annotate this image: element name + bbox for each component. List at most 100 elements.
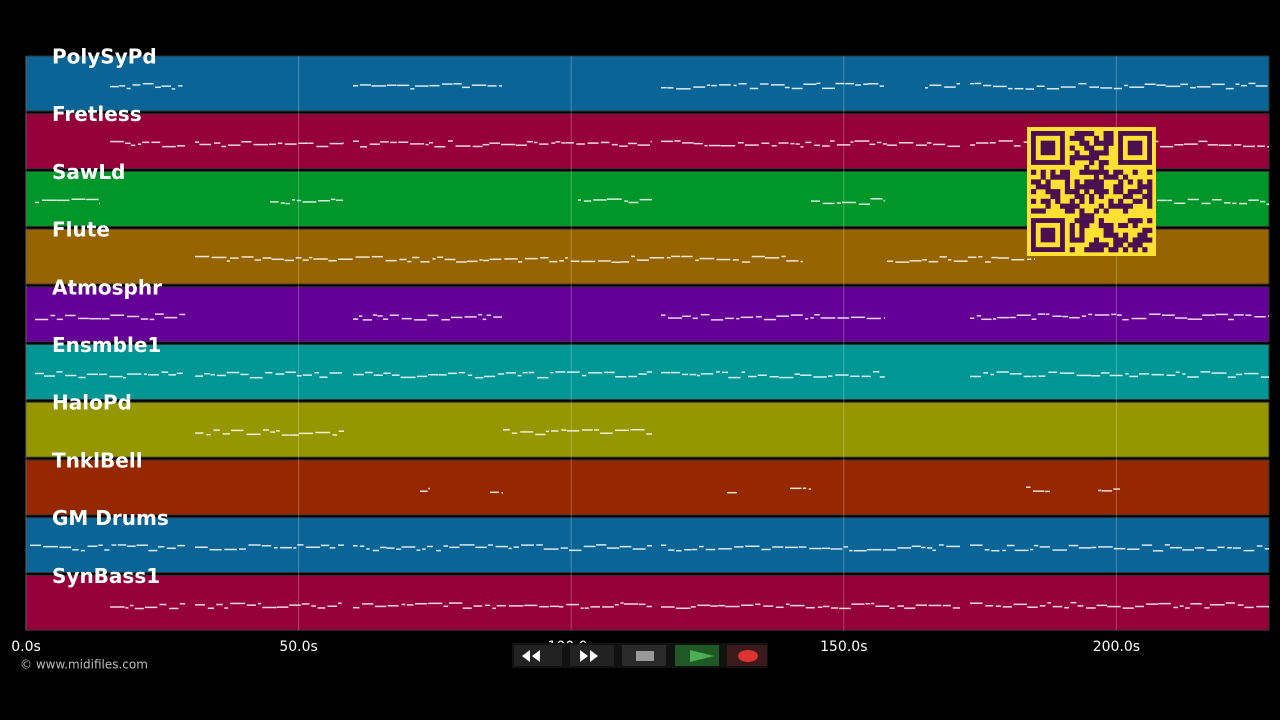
qr-module xyxy=(1084,213,1090,219)
qr-module xyxy=(1132,242,1138,248)
qr-module xyxy=(1035,179,1041,185)
qr-module xyxy=(1045,184,1051,190)
qr-module xyxy=(1108,174,1114,180)
qr-module xyxy=(1103,135,1109,141)
qr-module xyxy=(1089,198,1095,204)
qr-module xyxy=(1142,247,1148,253)
track-name: Flute xyxy=(52,218,110,242)
qr-module xyxy=(1069,203,1075,209)
qr-module xyxy=(1098,189,1104,195)
qr-module xyxy=(1031,189,1037,195)
qr-module xyxy=(1093,174,1100,180)
qr-module xyxy=(1103,131,1109,137)
qr-module xyxy=(1040,184,1046,190)
qr-module xyxy=(1147,189,1153,195)
qr-module xyxy=(1118,198,1124,204)
qr-module xyxy=(1069,155,1075,161)
qr-module xyxy=(1045,189,1051,195)
qr-module xyxy=(1089,131,1095,137)
qr-module xyxy=(1093,208,1100,214)
qr-module xyxy=(1108,247,1114,253)
qr-module xyxy=(1113,174,1119,180)
play-button[interactable] xyxy=(675,645,719,666)
qr-module xyxy=(1079,131,1085,137)
qr-module xyxy=(1122,247,1129,253)
qr-module xyxy=(1074,179,1080,185)
qr-module xyxy=(1093,135,1100,141)
qr-module xyxy=(1074,150,1080,156)
qr-module xyxy=(1103,208,1109,214)
qr-module xyxy=(1103,222,1109,229)
qr-module xyxy=(1098,140,1104,146)
qr-module xyxy=(1103,189,1109,195)
qr-module xyxy=(1122,208,1129,214)
qr-module xyxy=(1147,203,1153,209)
qr-module xyxy=(1031,169,1037,175)
qr-module xyxy=(1074,135,1080,141)
qr-module xyxy=(1098,169,1104,175)
qr-module xyxy=(1127,218,1133,224)
qr-module xyxy=(1089,247,1095,253)
qr-module xyxy=(1079,198,1085,204)
qr-module xyxy=(1103,160,1109,166)
qr-module xyxy=(1084,222,1090,229)
qr-module xyxy=(1113,232,1119,238)
qr-module xyxy=(1118,169,1124,175)
qr-module xyxy=(1108,232,1114,238)
qr-module xyxy=(1103,140,1109,146)
qr-module xyxy=(1098,222,1104,229)
qr-module xyxy=(1108,227,1114,233)
qr-module xyxy=(1147,218,1153,224)
qr-module xyxy=(1064,184,1071,190)
qr-module xyxy=(1147,184,1153,190)
qr-module xyxy=(1147,193,1153,200)
forward-button[interactable] xyxy=(570,645,614,666)
qr-module xyxy=(1031,179,1037,185)
qr-module xyxy=(1089,179,1095,185)
record-button[interactable] xyxy=(727,645,767,666)
qr-module xyxy=(1084,218,1090,224)
qr-module xyxy=(1122,193,1129,200)
qr-module xyxy=(1074,155,1080,161)
qr-module xyxy=(1074,193,1080,200)
transport-controls xyxy=(512,643,768,668)
stop-button[interactable] xyxy=(622,645,666,666)
track-name: SynBass1 xyxy=(52,564,160,588)
qr-module xyxy=(1118,242,1124,248)
qr-module xyxy=(1118,189,1124,195)
track-name: Ensmble1 xyxy=(52,333,161,357)
qr-module xyxy=(1142,237,1148,243)
qr-module xyxy=(1098,247,1104,253)
qr-module xyxy=(1084,169,1090,175)
qr-module xyxy=(1074,189,1080,195)
qr-module xyxy=(1122,237,1129,243)
qr-module xyxy=(1137,232,1143,238)
time-tick-label: 150.0s xyxy=(820,639,867,655)
qr-module xyxy=(1093,155,1100,161)
qr-module xyxy=(1108,135,1114,141)
qr-module xyxy=(1050,193,1056,200)
qr-finder xyxy=(1040,140,1056,156)
qr-module xyxy=(1103,169,1109,175)
track-name: HaloPd xyxy=(52,391,132,415)
qr-finder xyxy=(1127,140,1143,156)
qr-module xyxy=(1060,169,1066,175)
qr-module xyxy=(1093,179,1100,185)
qr-module xyxy=(1069,227,1075,233)
qr-module xyxy=(1079,208,1085,214)
qr-module xyxy=(1098,184,1104,190)
qr-module xyxy=(1079,155,1085,161)
qr-module xyxy=(1079,213,1085,219)
qr-module xyxy=(1069,160,1075,166)
qr-module xyxy=(1147,227,1153,233)
rewind-button[interactable] xyxy=(514,645,562,666)
qr-module xyxy=(1118,222,1124,229)
qr-module xyxy=(1137,237,1143,243)
qr-module xyxy=(1031,198,1037,204)
qr-module xyxy=(1127,179,1133,185)
track-name: GM Drums xyxy=(52,506,169,530)
qr-module xyxy=(1113,189,1119,195)
qr-module xyxy=(1093,140,1100,146)
qr-module xyxy=(1098,193,1104,200)
qr-module xyxy=(1127,203,1133,209)
